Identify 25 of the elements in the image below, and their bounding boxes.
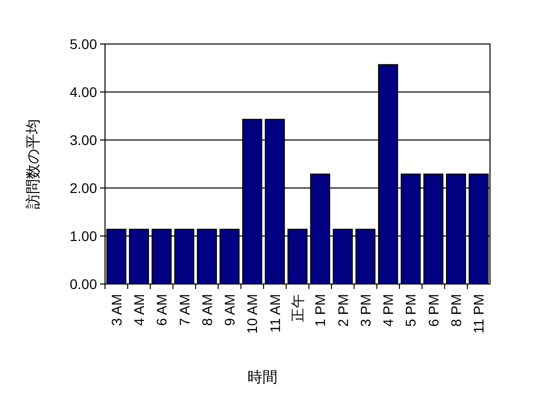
x-tick-label: 3 PM — [357, 294, 374, 327]
x-tick-label: 6 PM — [425, 294, 442, 327]
x-tick-label: 4 AM — [130, 294, 147, 326]
x-tick-label: 4 PM — [380, 294, 396, 327]
y-axis-title: 訪問数の平均 — [25, 119, 42, 209]
y-tick-label: 1.00 — [70, 228, 98, 244]
x-tick-label: 2 PM — [334, 294, 351, 327]
y-tick-label: 3.00 — [70, 132, 98, 148]
x-tick-label: 正午 — [290, 294, 306, 322]
x-tick-label: 3 AM — [108, 294, 124, 326]
x-tick-label: 11 AM — [266, 294, 283, 333]
x-tick-label: 5 PM — [402, 294, 419, 327]
x-tick-label: 11 PM — [470, 294, 487, 334]
x-tick-label: 7 AM — [176, 294, 192, 326]
x-axis-title: 時間 — [248, 369, 278, 386]
y-tick-label: 2.00 — [70, 180, 98, 196]
y-tick-label: 5.00 — [70, 36, 98, 52]
y-tick-label: 0.00 — [70, 276, 98, 292]
x-tick-label: 10 AM — [244, 294, 260, 334]
y-tick-label: 4.00 — [70, 84, 98, 100]
x-tick-label: 8 AM — [198, 294, 215, 326]
x-tick-label: 9 AM — [222, 294, 238, 326]
x-tick-label: 6 AM — [154, 294, 170, 326]
x-tick-label: 1 PM — [312, 294, 328, 327]
x-tick-label: 8 PM — [448, 294, 464, 327]
